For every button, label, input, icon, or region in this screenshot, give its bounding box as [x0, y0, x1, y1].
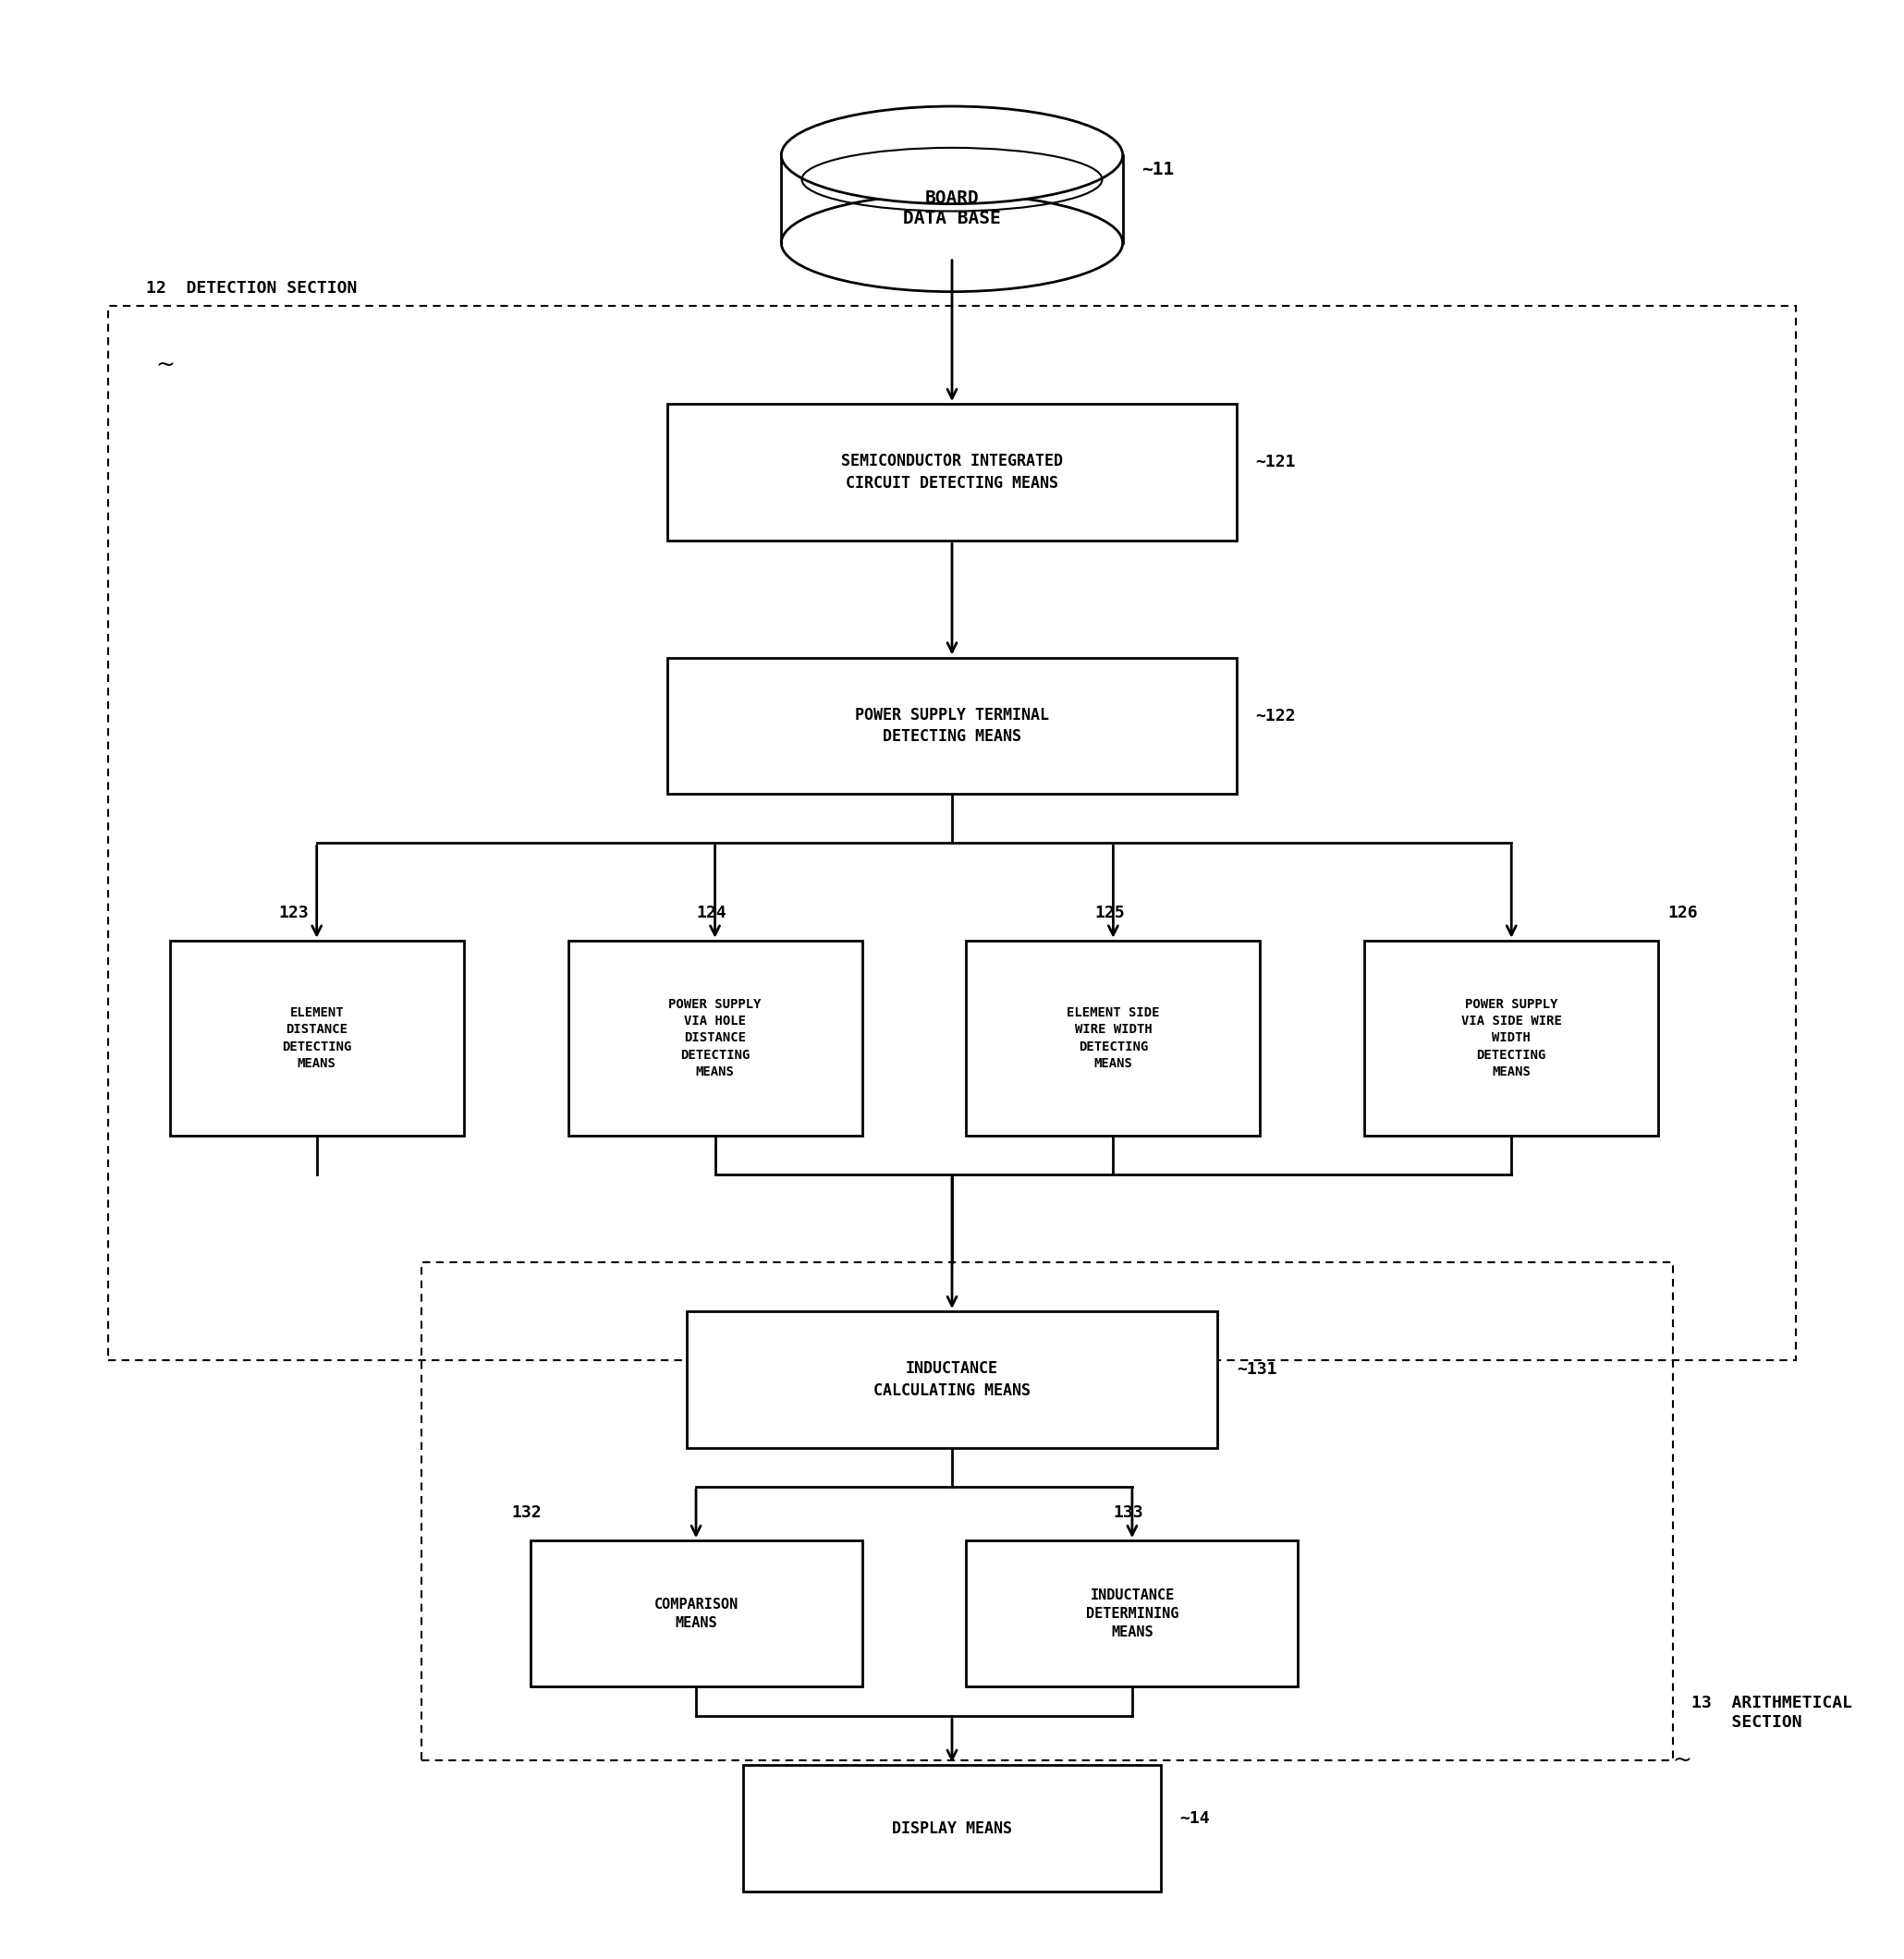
Text: SEMICONDUCTOR INTEGRATED
CIRCUIT DETECTING MEANS: SEMICONDUCTOR INTEGRATED CIRCUIT DETECTI…	[842, 453, 1062, 492]
Text: POWER SUPPLY
VIA SIDE WIRE
WIDTH
DETECTING
MEANS: POWER SUPPLY VIA SIDE WIRE WIDTH DETECTI…	[1460, 997, 1561, 1079]
FancyBboxPatch shape	[743, 1765, 1161, 1892]
FancyBboxPatch shape	[169, 940, 465, 1136]
Text: POWER SUPPLY
VIA HOLE
DISTANCE
DETECTING
MEANS: POWER SUPPLY VIA HOLE DISTANCE DETECTING…	[668, 997, 762, 1079]
FancyBboxPatch shape	[1365, 940, 1658, 1136]
Text: 123: 123	[278, 905, 308, 921]
Text: ELEMENT SIDE
WIRE WIDTH
DETECTING
MEANS: ELEMENT SIDE WIRE WIDTH DETECTING MEANS	[1066, 1007, 1160, 1070]
FancyBboxPatch shape	[529, 1540, 863, 1687]
FancyBboxPatch shape	[668, 658, 1236, 793]
Text: 126: 126	[1668, 905, 1698, 921]
Text: 13  ARITHMETICAL
    SECTION: 13 ARITHMETICAL SECTION	[1691, 1695, 1853, 1730]
Text: INDUCTANCE
DETERMINING
MEANS: INDUCTANCE DETERMINING MEANS	[1085, 1589, 1179, 1640]
Ellipse shape	[781, 106, 1123, 204]
Text: ~14: ~14	[1180, 1810, 1209, 1828]
FancyBboxPatch shape	[567, 940, 863, 1136]
FancyBboxPatch shape	[965, 1540, 1299, 1687]
Text: ~11: ~11	[1142, 161, 1175, 178]
Text: ~122: ~122	[1255, 707, 1295, 725]
Text: 133: 133	[1114, 1505, 1142, 1520]
Text: 132: 132	[510, 1505, 541, 1520]
FancyBboxPatch shape	[965, 940, 1260, 1136]
FancyBboxPatch shape	[668, 404, 1236, 541]
Text: POWER SUPPLY TERMINAL
DETECTING MEANS: POWER SUPPLY TERMINAL DETECTING MEANS	[855, 707, 1049, 744]
Text: DISPLAY MEANS: DISPLAY MEANS	[891, 1820, 1013, 1838]
FancyBboxPatch shape	[781, 155, 1123, 243]
Text: 125: 125	[1095, 905, 1125, 921]
Text: ~: ~	[1672, 1749, 1693, 1771]
Text: ELEMENT
DISTANCE
DETECTING
MEANS: ELEMENT DISTANCE DETECTING MEANS	[282, 1007, 352, 1070]
Text: BOARD
DATA BASE: BOARD DATA BASE	[902, 190, 1002, 227]
Text: ~121: ~121	[1255, 454, 1295, 470]
FancyBboxPatch shape	[687, 1311, 1217, 1448]
Text: 124: 124	[697, 905, 725, 921]
Text: ~131: ~131	[1236, 1362, 1278, 1377]
Text: ~: ~	[156, 355, 175, 376]
Text: 12  DETECTION SECTION: 12 DETECTION SECTION	[147, 280, 358, 296]
Ellipse shape	[781, 194, 1123, 292]
Text: INDUCTANCE
CALCULATING MEANS: INDUCTANCE CALCULATING MEANS	[874, 1360, 1030, 1399]
Text: COMPARISON
MEANS: COMPARISON MEANS	[653, 1599, 739, 1630]
